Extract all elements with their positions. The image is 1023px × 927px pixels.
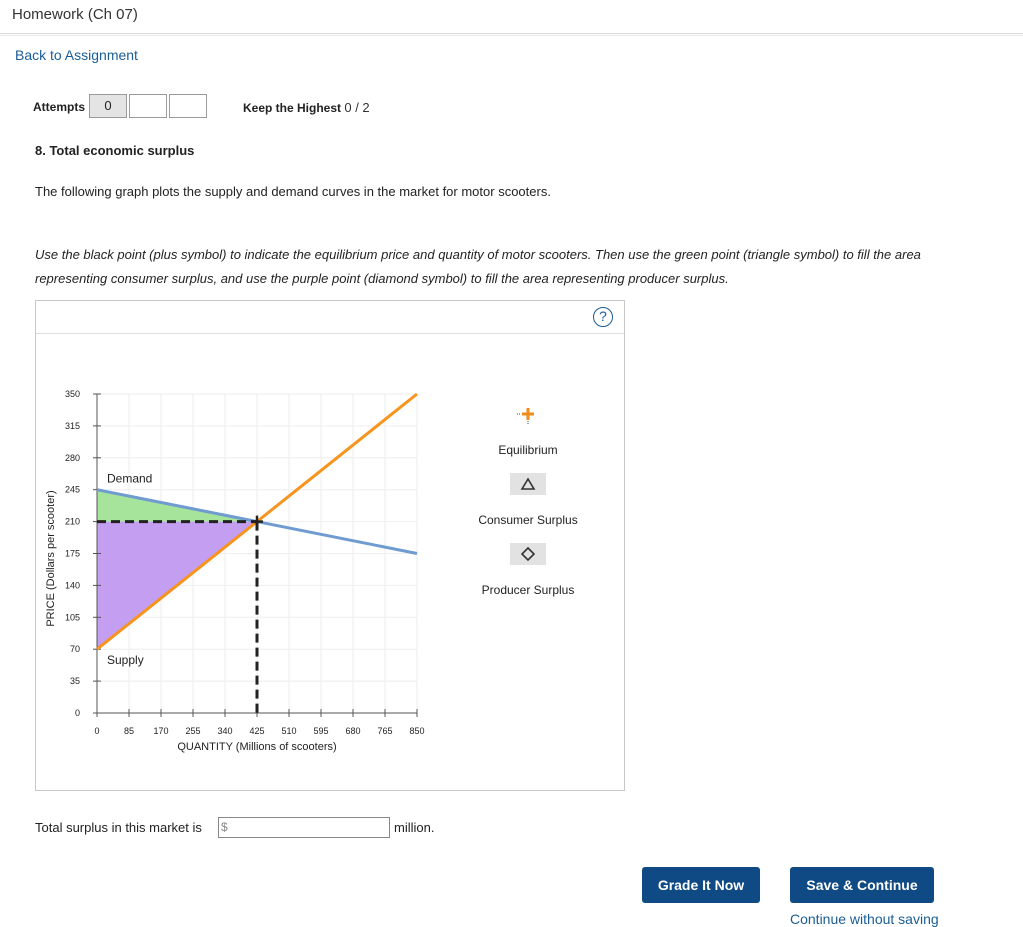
x-tick-label: 170 <box>153 726 168 736</box>
x-tick-label: 595 <box>313 726 328 736</box>
total-surplus-label: Total surplus in this market is <box>35 820 202 835</box>
grade-it-now-button[interactable]: Grade It Now <box>642 867 760 903</box>
x-tick-label: 765 <box>377 726 392 736</box>
triangle-icon <box>520 477 536 490</box>
graph-panel: ? 0 85 170 255 340 425 510 595 680 765 850 0 35 70 105… <box>35 300 625 791</box>
consumer-surplus-tool-button[interactable] <box>510 473 546 495</box>
total-surplus-input[interactable] <box>218 817 390 838</box>
y-tick-label: 0 <box>75 708 80 718</box>
y-tick-label: 350 <box>65 389 80 399</box>
y-tick-label: 35 <box>70 676 80 686</box>
attempt-box-2 <box>129 94 167 118</box>
question-intro: The following graph plots the supply and… <box>35 184 551 199</box>
supply-curve-label: Supply <box>107 653 144 667</box>
window-header: Homework (Ch 07) <box>0 0 1023 34</box>
y-axis-label: PRICE (Dollars per scooter) <box>45 490 57 626</box>
x-tick-label: 510 <box>281 726 296 736</box>
currency-symbol: $ <box>221 820 228 834</box>
y-tick-label: 245 <box>65 485 80 495</box>
y-tick-label: 280 <box>65 453 80 463</box>
x-tick-label: 0 <box>94 726 99 736</box>
consumer-surplus-tool-label: Consumer Surplus <box>478 513 578 527</box>
diamond-icon <box>520 546 536 562</box>
supply-demand-chart[interactable]: 0 85 170 255 340 425 510 595 680 765 850 0 35 70 105 14… <box>36 301 624 790</box>
equilibrium-tool-button[interactable] <box>510 403 546 425</box>
window-title: Homework (Ch 07) <box>12 6 138 23</box>
x-tick-label: 680 <box>345 726 360 736</box>
attempt-box-1: 0 <box>89 94 127 118</box>
x-tick-label: 85 <box>124 726 134 736</box>
y-tick-label: 140 <box>65 580 80 590</box>
x-tick-label: 255 <box>185 726 200 736</box>
plus-icon <box>517 408 534 424</box>
question-mark-icon[interactable]: ? <box>593 307 613 327</box>
header-divider <box>0 35 1023 36</box>
y-tick-label: 70 <box>70 644 80 654</box>
save-and-continue-button[interactable]: Save & Continue <box>790 867 934 903</box>
producer-surplus-tool-label: Producer Surplus <box>481 583 575 597</box>
x-axis-label: QUANTITY (Millions of scooters) <box>177 741 336 753</box>
score-value: 0 / 2 <box>344 100 370 115</box>
y-tick-label: 210 <box>65 517 80 527</box>
producer-surplus-tool-button[interactable] <box>510 543 546 565</box>
y-tick-label: 105 <box>65 612 80 622</box>
question-instructions: Use the black point (plus symbol) to ind… <box>35 247 921 286</box>
x-tick-label: 425 <box>249 726 264 736</box>
question-title: 8. Total economic surplus <box>35 143 195 158</box>
x-tick-label: 850 <box>409 726 424 736</box>
y-tick-label: 315 <box>65 421 80 431</box>
back-to-assignment-link[interactable]: Back to Assignment <box>15 47 138 63</box>
unit-label: million. <box>394 820 435 835</box>
equilibrium-tool-label: Equilibrium <box>498 443 558 457</box>
x-tick-label: 340 <box>217 726 232 736</box>
y-tick-label: 175 <box>65 549 80 559</box>
graph-panel-header: ? <box>36 301 624 334</box>
attempts-label: Attempts <box>33 100 86 114</box>
demand-curve-label: Demand <box>107 472 152 486</box>
continue-without-saving-link[interactable]: Continue without saving <box>790 911 939 927</box>
attempt-box-3 <box>169 94 207 118</box>
score-display: Keep the Highest 0 / 2 <box>243 100 370 115</box>
score-label: Keep the Highest <box>243 101 342 115</box>
